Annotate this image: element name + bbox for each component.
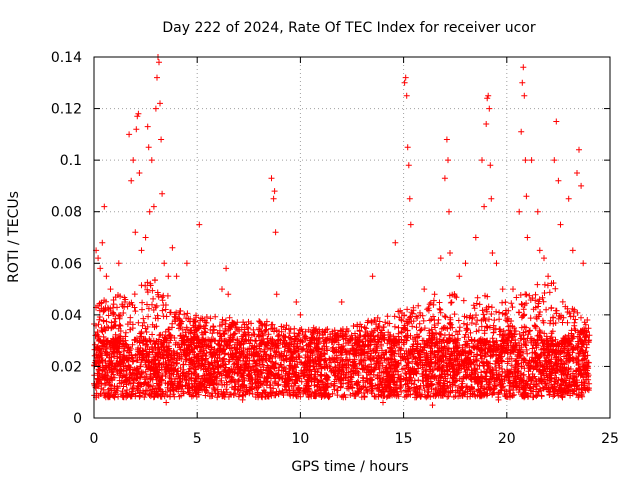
y-tick-label: 0.12	[51, 102, 82, 118]
x-tick-label: 5	[193, 431, 202, 447]
y-tick-label: 0.02	[51, 359, 82, 375]
x-axis-label: GPS time / hours	[291, 459, 408, 475]
y-axis-label: ROTI / TECUs	[6, 191, 22, 283]
x-tick-label: 0	[90, 431, 99, 447]
plot-frame	[93, 56, 611, 419]
y-tick-label: 0.06	[51, 256, 82, 272]
y-tick-label: 0.1	[60, 153, 82, 169]
axis-ticks: 0 5 10 15 20 25 0 0.02 0.04 0.06 0.08 0.1 0.12 0.14	[51, 50, 619, 447]
x-tick-label: 15	[395, 431, 413, 447]
y-tick-label: 0.04	[51, 308, 82, 324]
y-tick-label: 0.14	[51, 50, 82, 66]
data-points	[91, 54, 593, 409]
roti-data-marks	[91, 54, 593, 409]
y-tick-label: 0.08	[51, 205, 82, 221]
x-tick-label: 10	[291, 431, 309, 447]
x-tick-label: 25	[601, 431, 619, 447]
x-tick-label: 20	[498, 431, 516, 447]
chart-title: Day 222 of 2024, Rate Of TEC Index for r…	[162, 20, 536, 36]
y-tick-label: 0	[73, 411, 82, 427]
